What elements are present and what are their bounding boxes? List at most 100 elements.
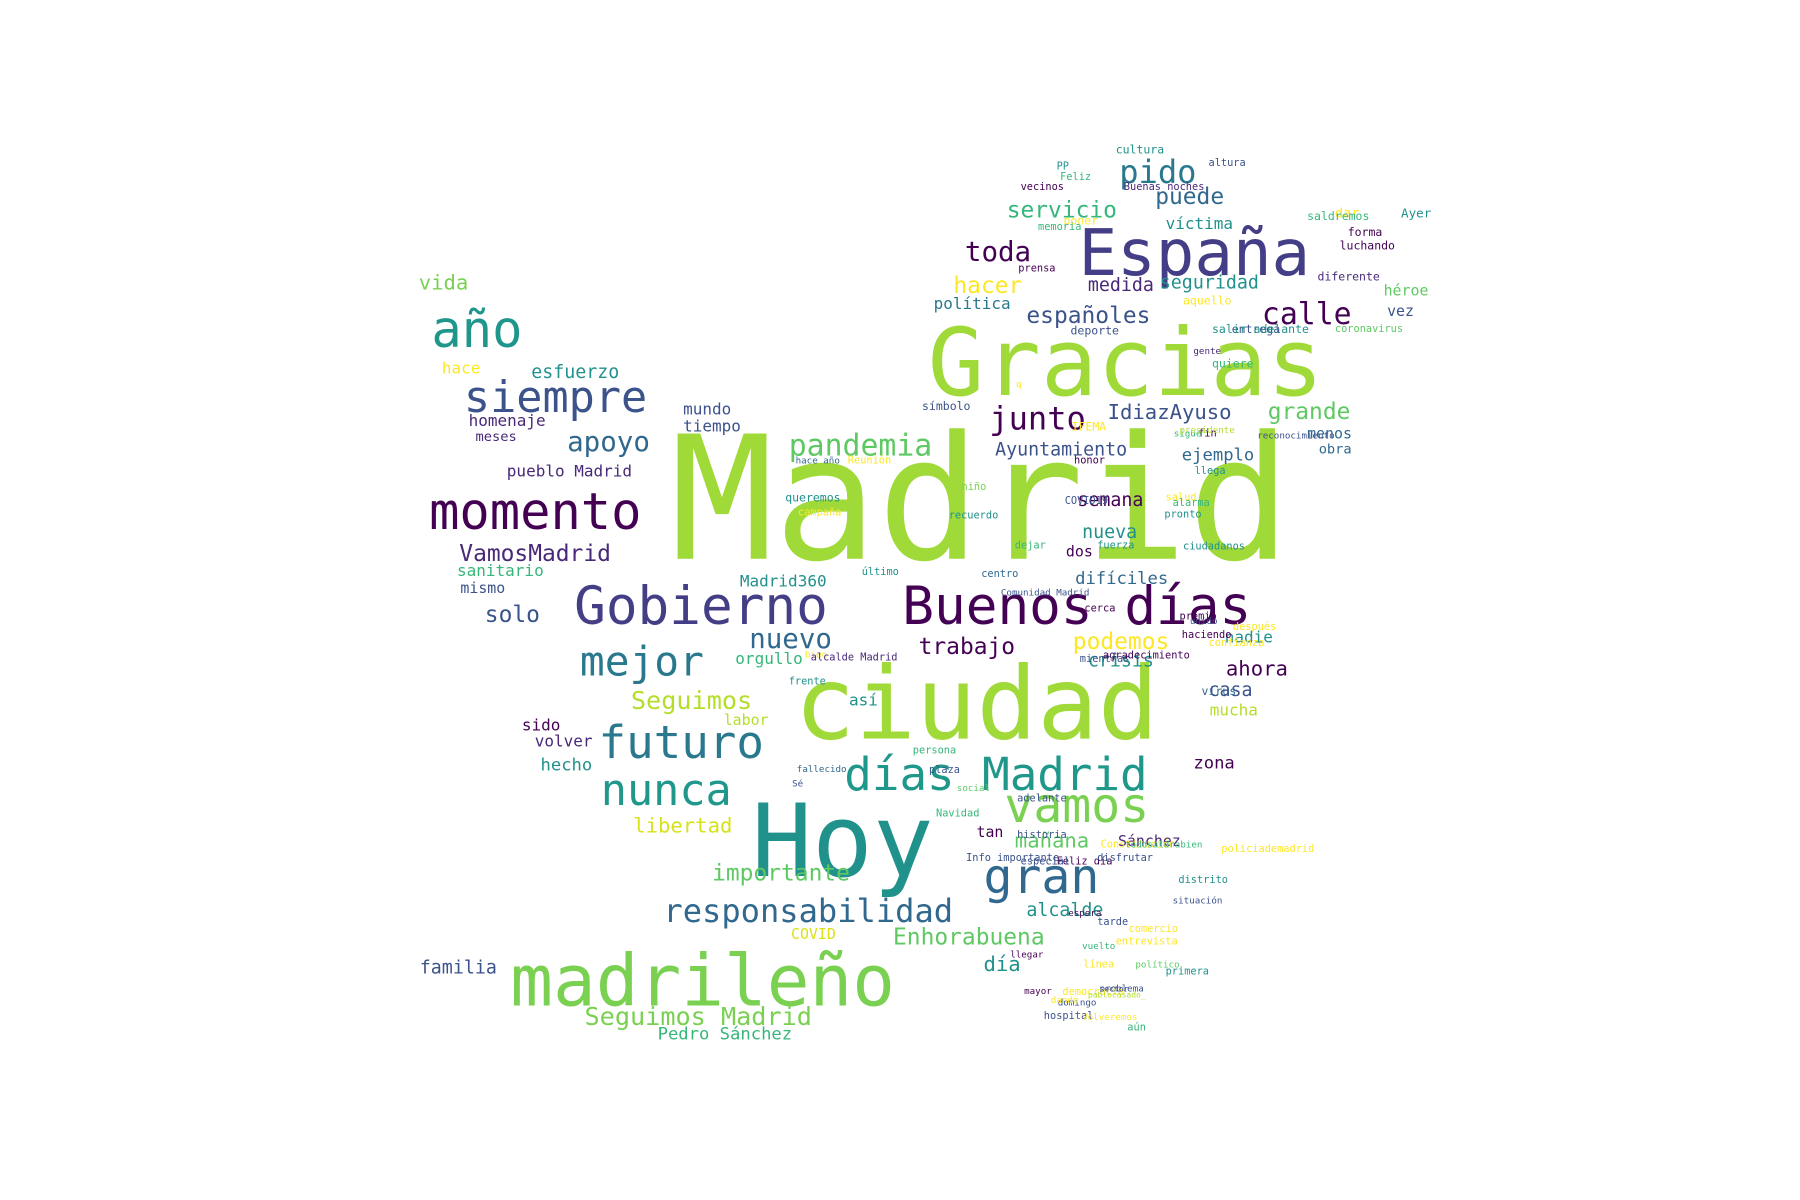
word-17: gran (984, 849, 1100, 905)
word-163: tarde (1097, 916, 1128, 928)
word-56: semana (1077, 490, 1143, 511)
word-180: sector (1100, 985, 1129, 994)
word-4: España (1079, 217, 1311, 291)
word-118: honor (1074, 455, 1105, 467)
word-179: pablocasado_ (1088, 990, 1146, 999)
word-94: memoria (1038, 221, 1081, 233)
word-13: futuro (599, 715, 764, 769)
word-73: zona (1193, 753, 1234, 773)
word-62: tiempo (683, 417, 741, 436)
word-48: víctima (1166, 214, 1233, 233)
word-88: PP (1057, 161, 1069, 173)
word-151: Navidad (936, 807, 979, 819)
word-66: hace (442, 358, 481, 377)
word-160: distrito (1178, 874, 1228, 886)
word-11: días Madrid (844, 747, 1147, 801)
word-138: Comunidad Madrid (1001, 587, 1090, 598)
word-57: nueva (1082, 522, 1137, 543)
word-40: mañana (1015, 828, 1089, 852)
word-144: virus (1202, 684, 1237, 698)
word-147: plaza (929, 764, 960, 776)
word-30: hacer (953, 273, 1022, 299)
word-177: Volveremos (1082, 1012, 1137, 1023)
word-101: aquello (1183, 294, 1232, 308)
word-136: bien (805, 649, 827, 660)
word-7: Gobierno (574, 576, 828, 637)
word-127: ciudadanos (1183, 541, 1245, 553)
word-75: orgullo (735, 649, 802, 668)
word-3: ciudad (795, 645, 1159, 763)
word-65: sanitario (457, 561, 544, 580)
word-34: solo (485, 602, 540, 628)
word-24: nuevo (749, 623, 832, 655)
word-38: Enhorabuena (893, 925, 1045, 951)
word-22: pandemia (789, 429, 933, 464)
word-157: todosaldrabien (1125, 839, 1202, 850)
word-28: puede (1155, 184, 1224, 210)
word-16: siempre (464, 373, 647, 423)
word-150: adelante (1017, 793, 1067, 805)
word-110: IFEMA (1072, 420, 1107, 434)
word-68: mismo (460, 579, 505, 597)
word-135: haciendo (1182, 629, 1232, 641)
word-131: premio (1180, 611, 1217, 623)
word-166: vuelto (1082, 941, 1115, 952)
word-91: Buenas noches (1124, 181, 1205, 193)
word-43: vida (419, 271, 469, 295)
word-20: calle (1262, 297, 1352, 332)
word-130: último (862, 566, 899, 578)
word-109: símbolo (922, 399, 971, 413)
word-178: aún (1127, 1022, 1146, 1034)
word-2: Gracias (928, 309, 1324, 418)
word-159: especial (1021, 856, 1071, 868)
word-10: año (431, 300, 522, 359)
word-124: recuerdo (949, 510, 999, 522)
word-79: tan (977, 823, 1004, 841)
word-50: casa (1209, 680, 1253, 701)
word-93: poner (1064, 213, 1099, 227)
word-59: difíciles (1075, 569, 1168, 589)
word-61: mundo (683, 400, 731, 419)
word-42: IdiazAyuso (1108, 400, 1232, 424)
word-165: entrevista (1116, 936, 1178, 948)
word-171: problema (1100, 984, 1144, 995)
word-5: Hoy (752, 782, 934, 900)
word-64: pueblo Madrid (507, 461, 632, 480)
word-25: apoyo (567, 426, 650, 458)
word-106: quiere (1212, 357, 1254, 371)
word-51: familia (420, 957, 497, 978)
word-142: agradecimiento (1103, 649, 1190, 661)
word-115: llega (1195, 465, 1226, 477)
word-29: españoles (1026, 303, 1150, 329)
word-6: Buenos días (902, 576, 1251, 637)
word-76: labor (724, 711, 769, 729)
word-78: nadie (1225, 627, 1273, 646)
word-170: primera (1166, 965, 1209, 977)
word-67: meses (476, 429, 517, 445)
word-172: democracia (1062, 986, 1124, 998)
word-102: deporte (1071, 323, 1120, 337)
word-137: centro (981, 568, 1018, 580)
word-154: Feliz día (1057, 856, 1113, 868)
word-72: mucha (1210, 701, 1258, 720)
word-120: queremos (785, 491, 840, 505)
word-149: Sé (792, 779, 803, 790)
word-145: persona (913, 744, 956, 756)
word-123: COVID19 (1065, 495, 1108, 507)
word-155: Info importante (966, 852, 1059, 864)
word-15: nunca (601, 766, 732, 816)
word-27: servicio (1007, 198, 1117, 224)
word-31: grande (1268, 399, 1351, 425)
word-41: ahora (1226, 657, 1288, 681)
word-105: coronavirus (1335, 323, 1403, 335)
word-173: mayor (1024, 986, 1052, 997)
word-39: libertad (633, 813, 732, 837)
word-128: dejar (1015, 540, 1046, 552)
word-80: COVID (791, 925, 836, 943)
word-176: dando (1051, 995, 1079, 1006)
word-14: mejor (580, 638, 704, 686)
word-70: volver (535, 732, 593, 751)
word-82: menos (1307, 425, 1352, 443)
word-81: dos (1066, 543, 1093, 561)
